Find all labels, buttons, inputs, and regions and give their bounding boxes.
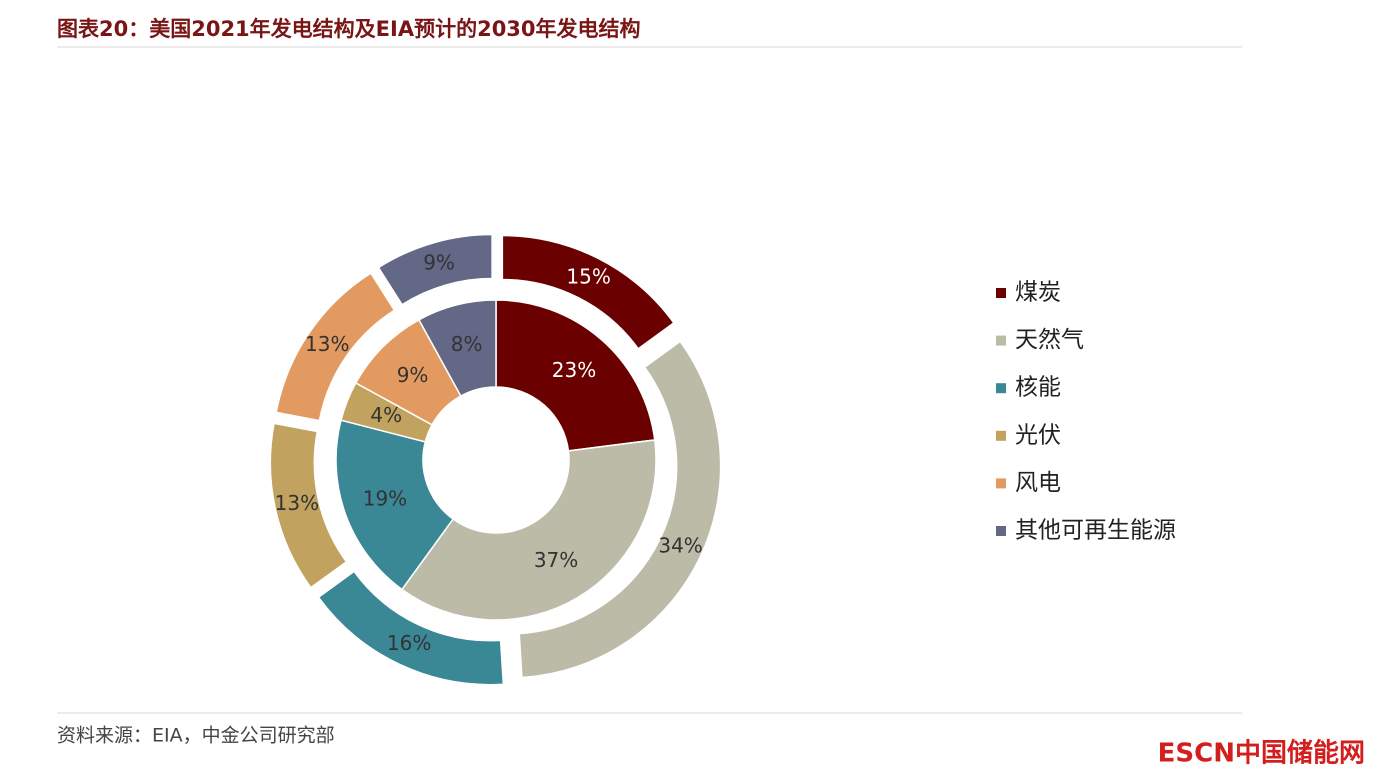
value-label: 9% (397, 363, 429, 387)
watermark: ESCN中国储能网 (1158, 738, 1365, 769)
donut-slice (377, 233, 493, 306)
value-label: 4% (370, 403, 402, 427)
legend-label: 天然气 (1015, 327, 1084, 353)
donut-slice (400, 439, 657, 621)
donut-slice (417, 299, 497, 398)
donut-slice (335, 419, 455, 591)
value-label: 9% (423, 251, 455, 275)
legend-swatch (996, 335, 1006, 346)
legend-label: 核能 (1015, 375, 1061, 401)
value-label: 16% (387, 631, 431, 655)
legend-swatch (996, 526, 1006, 536)
donut-slice (501, 234, 675, 350)
value-label: 19% (363, 486, 407, 510)
value-label: 34% (658, 533, 702, 557)
value-label: 37% (534, 548, 578, 572)
donut-slice (518, 340, 722, 679)
legend-label: 风电 (1015, 470, 1061, 496)
chart-title: 图表20：美国2021年发电结构及EIA预计的2030年发电结构 (57, 17, 641, 41)
legend-swatch (996, 288, 1006, 298)
legend-swatch (996, 478, 1006, 489)
donut-slice (269, 422, 348, 589)
donut-slice (317, 570, 505, 686)
legend-label: 煤炭 (1015, 280, 1061, 306)
legend-swatch (996, 383, 1006, 394)
legend-label: 其他可再生能源 (1015, 518, 1176, 544)
legend-swatch (996, 430, 1006, 441)
value-label: 13% (305, 332, 349, 356)
donut-slice (275, 272, 396, 422)
value-label: 15% (566, 265, 610, 289)
donut-slice (495, 299, 656, 452)
legend-label: 光伏 (1015, 422, 1061, 448)
value-label: 8% (451, 332, 483, 356)
source-note: 资料来源：EIA，中金公司研究部 (57, 725, 335, 747)
value-label: 23% (552, 358, 596, 382)
value-label: 13% (275, 491, 319, 515)
